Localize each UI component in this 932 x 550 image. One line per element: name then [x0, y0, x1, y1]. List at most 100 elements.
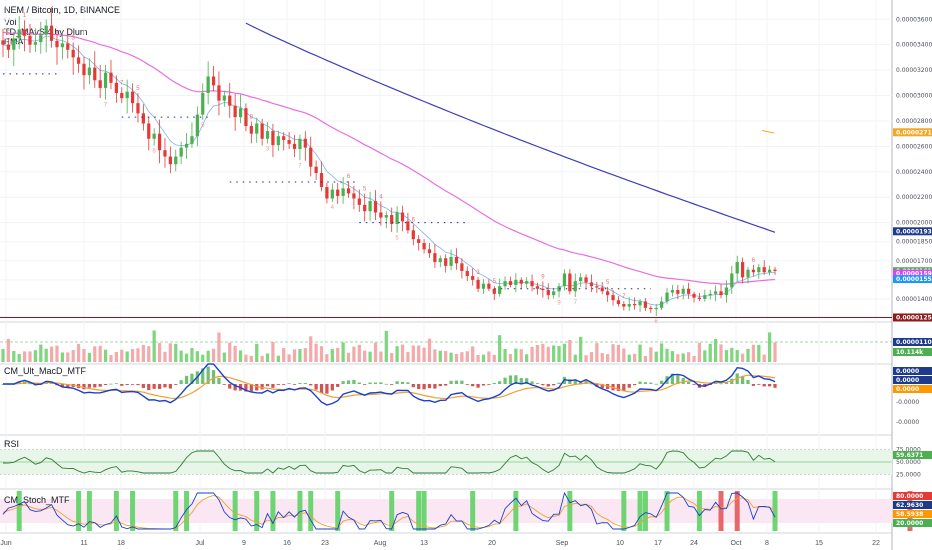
- volume-bar: [724, 350, 729, 362]
- macd-hist-bar: [303, 382, 307, 384]
- price-tick-label: 0.00003600: [896, 16, 932, 23]
- macd-hist-bar: [82, 384, 86, 390]
- volume-bar: [476, 355, 480, 362]
- volume-bar: [287, 354, 291, 362]
- candle-body: [417, 239, 421, 243]
- candle-body: [136, 103, 140, 114]
- macd-hist-bar: [400, 381, 405, 384]
- date-tick-label: Sep: [556, 540, 569, 547]
- macd-hist-bar: [762, 384, 766, 387]
- volume-bar: [589, 352, 594, 362]
- volume-bar: [449, 352, 453, 362]
- candle-body: [211, 76, 216, 86]
- candle-body: [157, 133, 162, 151]
- macd-hist-bar: [141, 384, 145, 388]
- volume-bar: [346, 352, 351, 362]
- candle-body: [190, 136, 194, 144]
- volume-bar: [417, 345, 421, 362]
- volume-bar: [87, 352, 91, 362]
- volume-bar: [751, 344, 756, 362]
- candle-body: [39, 34, 43, 43]
- volume-bar: [152, 330, 156, 362]
- macd-hist-bar: [438, 384, 442, 387]
- candle-body: [217, 85, 221, 101]
- price-tick-label: 0.00002400: [896, 169, 932, 176]
- macd-hist-bar: [190, 373, 194, 384]
- candle-body: [676, 290, 680, 294]
- candle-body: [406, 221, 410, 231]
- candle-body: [665, 292, 669, 302]
- volume-bar: [60, 352, 65, 362]
- macd-hist-bar: [292, 384, 297, 385]
- candle-body: [427, 249, 432, 254]
- volume-bar: [201, 354, 205, 362]
- macd-hist-bar: [147, 384, 151, 391]
- volume-bar: [195, 351, 199, 362]
- macd-hist-bar: [244, 384, 248, 392]
- volume-bar: [708, 343, 712, 362]
- date-tick-label: Jul: [196, 540, 205, 547]
- td-count: 3: [266, 146, 270, 152]
- stoch-signal-bar: [335, 491, 341, 531]
- volume-bar: [767, 332, 772, 362]
- date-tick-label: 8: [765, 540, 769, 547]
- macd-hist-bar: [584, 380, 588, 384]
- volume-bar: [33, 350, 38, 362]
- macd-hist-bar: [125, 384, 129, 385]
- macd-hist-bar: [530, 381, 534, 384]
- volume-bar: [352, 346, 356, 362]
- price-tick-label: 0.00002000: [896, 220, 932, 227]
- macd-hist-bar: [87, 384, 91, 388]
- macd-hist-bar: [519, 377, 523, 384]
- macd-hist-bar: [330, 384, 334, 391]
- date-tick-label: 22: [872, 540, 880, 547]
- candle-body: [255, 123, 259, 134]
- td-count: 5: [201, 123, 205, 129]
- stoch-signal-bar: [184, 491, 190, 531]
- volume-bar: [606, 354, 610, 362]
- rsi-tag: [893, 451, 932, 459]
- candle-body: [519, 279, 523, 284]
- date-tick-label: 18: [117, 540, 125, 547]
- macd-hist-bar: [568, 379, 572, 384]
- volume-bar: [103, 349, 108, 362]
- stoch-signal-bar: [664, 491, 670, 531]
- price-tag-label: 0.00001932: [896, 228, 932, 235]
- volume-bar: [746, 348, 750, 362]
- vol-tag: [893, 348, 932, 356]
- volume-bar: [471, 346, 475, 362]
- volume-bar: [238, 350, 243, 362]
- ma-line: [245, 22, 776, 233]
- candle-body: [460, 263, 464, 271]
- volume-bar: [130, 349, 135, 362]
- stoch-signal-bar: [16, 491, 22, 531]
- stoch-tag-label: 80.0000: [896, 493, 923, 500]
- macd-hist-bar: [309, 384, 313, 386]
- stoch-signal-bar: [567, 491, 573, 531]
- macd-hist-bar: [552, 384, 556, 386]
- macd-hist-bar: [368, 382, 372, 384]
- candle-body: [589, 282, 594, 287]
- macd-hist-bar: [649, 382, 653, 384]
- candle-body: [611, 295, 615, 301]
- date-tick-label: 23: [321, 540, 329, 547]
- volume-bar: [55, 345, 59, 362]
- tag-marker: [761, 130, 775, 134]
- macd-tick-label: -0.0000: [896, 419, 919, 426]
- volume-bar: [681, 353, 685, 362]
- macd-hist-bar: [98, 384, 102, 387]
- candle-body: [17, 29, 21, 39]
- date-tick-label: 16: [283, 540, 291, 547]
- candle-body: [757, 267, 761, 273]
- candle-body: [697, 297, 702, 299]
- macd-hist-bar: [136, 384, 140, 386]
- volume-bar: [271, 342, 275, 362]
- volume-bar: [670, 351, 675, 362]
- volume-bar: [179, 350, 183, 362]
- candle-body: [179, 147, 183, 157]
- macd-hist-bar: [168, 384, 172, 389]
- candle-body: [530, 281, 534, 287]
- macd-hist-bar: [525, 378, 529, 384]
- macd-hist-bar: [541, 384, 545, 386]
